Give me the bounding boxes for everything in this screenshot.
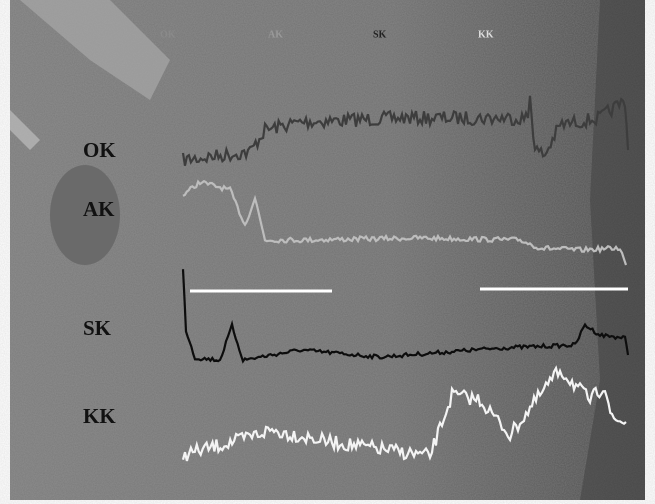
micrograph-figure: OK AK SK KK OK AK SK KK <box>0 0 655 504</box>
element-label: SK <box>83 316 112 340</box>
element-label: AK <box>83 197 115 221</box>
element-label: SK <box>373 29 387 40</box>
element-label: KK <box>478 29 494 40</box>
element-label: OK <box>83 138 116 162</box>
element-label: KK <box>83 404 116 428</box>
element-label: OK <box>160 29 176 40</box>
element-label: AK <box>268 29 283 40</box>
